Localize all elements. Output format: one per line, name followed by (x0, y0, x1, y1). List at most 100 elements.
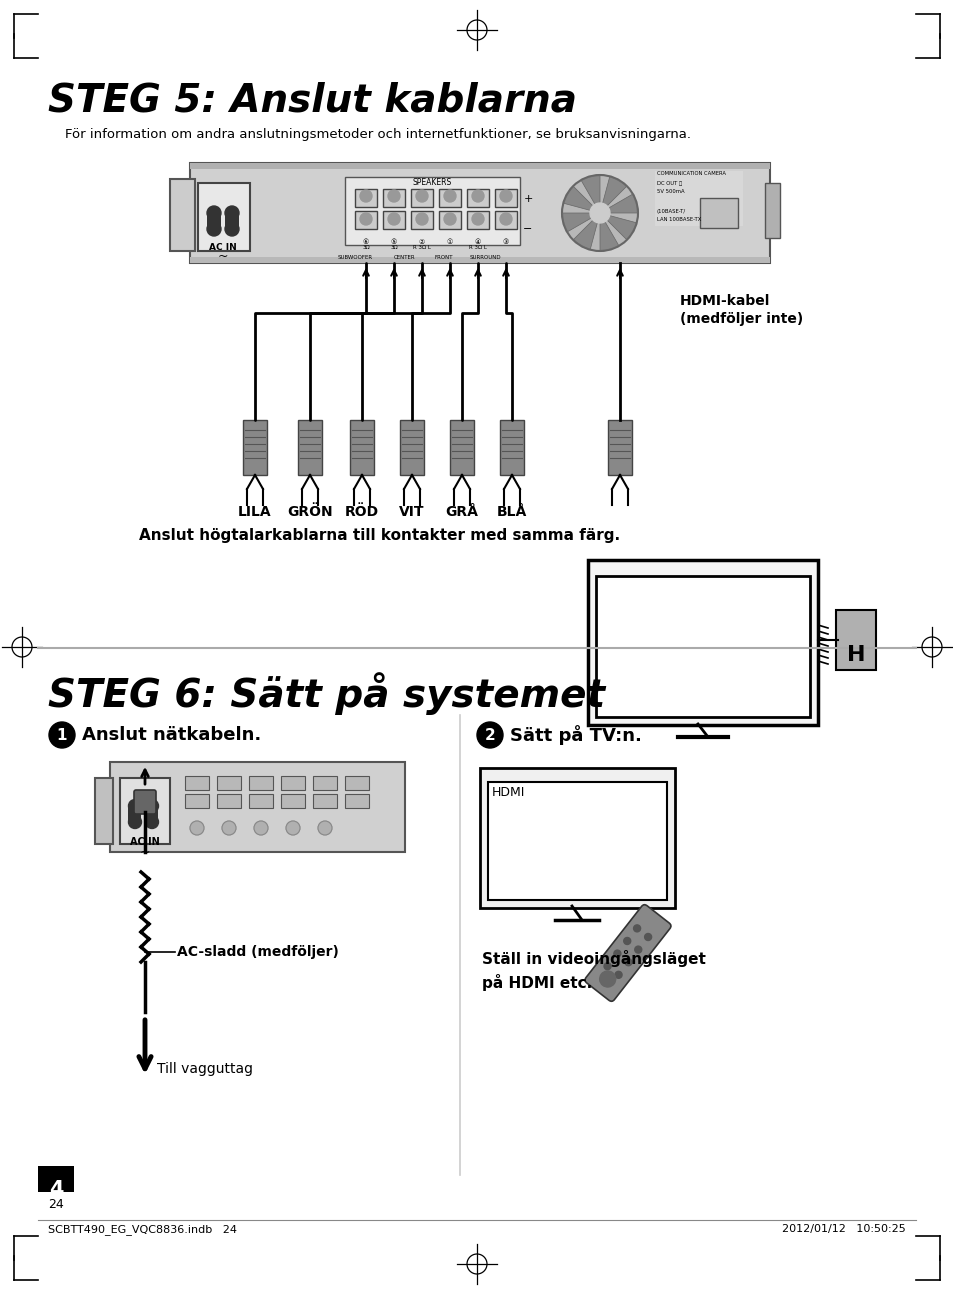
Text: AC IN: AC IN (130, 837, 160, 848)
Bar (95, 778, 112, 844)
Circle shape (207, 206, 221, 220)
Circle shape (225, 206, 239, 220)
Circle shape (359, 214, 372, 225)
Bar (399, 421, 423, 475)
Text: SURROUND: SURROUND (469, 255, 500, 260)
Bar (467, 189, 489, 207)
Bar (243, 421, 267, 475)
Bar (281, 776, 305, 791)
Bar (499, 421, 523, 475)
Bar (120, 778, 170, 844)
Circle shape (644, 933, 651, 941)
Text: +: + (523, 194, 532, 204)
Bar (835, 609, 875, 670)
Text: DC OUT ⎓: DC OUT ⎓ (657, 181, 681, 186)
Bar (225, 214, 239, 229)
Bar (764, 182, 780, 238)
Text: 2: 2 (484, 727, 495, 743)
Bar (185, 776, 209, 791)
Polygon shape (580, 176, 599, 204)
Text: 24: 24 (48, 1198, 64, 1211)
Text: (10BASE-T/: (10BASE-T/ (657, 210, 685, 214)
Bar (596, 576, 809, 717)
Text: Anslut högtalarkablarna till kontakter med samma färg.: Anslut högtalarkablarna till kontakter m… (139, 528, 619, 543)
Polygon shape (563, 186, 593, 211)
Circle shape (49, 722, 75, 748)
Text: −: − (523, 224, 532, 234)
Bar (281, 795, 305, 807)
Text: AC IN: AC IN (209, 243, 236, 252)
Circle shape (286, 820, 299, 835)
Text: För information om andra anslutningsmetoder och internetfunktioner, se bruksanvi: För information om andra anslutningsmeto… (65, 128, 690, 141)
Bar (216, 795, 241, 807)
Text: VIT: VIT (399, 505, 424, 519)
Bar (382, 211, 405, 229)
Text: ⑤: ⑤ (391, 239, 396, 245)
Circle shape (624, 959, 631, 965)
Polygon shape (606, 216, 636, 239)
Circle shape (623, 937, 630, 945)
Text: 1: 1 (56, 727, 67, 743)
Circle shape (416, 190, 428, 202)
Circle shape (603, 963, 610, 969)
Bar (438, 189, 460, 207)
Text: RÖD: RÖD (345, 505, 378, 519)
Circle shape (615, 972, 621, 978)
Text: HDMI: HDMI (492, 785, 525, 798)
Text: AC-sladd (medföljer): AC-sladd (medföljer) (177, 945, 338, 959)
Circle shape (222, 820, 235, 835)
Circle shape (416, 214, 428, 225)
Text: 2012/01/12   10:50:25: 2012/01/12 10:50:25 (781, 1224, 905, 1234)
Text: H: H (846, 644, 864, 665)
Bar (655, 171, 742, 226)
Bar (345, 795, 369, 807)
Bar (190, 163, 769, 170)
Text: 3Ω: 3Ω (362, 245, 370, 250)
Bar (249, 776, 273, 791)
Bar (450, 421, 474, 475)
Bar (467, 211, 489, 229)
Text: ③: ③ (502, 239, 509, 245)
Text: SCBTT490_EG_VQC8836.indb   24: SCBTT490_EG_VQC8836.indb 24 (48, 1224, 236, 1234)
Text: BLÅ: BLÅ (497, 505, 527, 519)
Bar (185, 795, 209, 807)
Text: Anslut nätkabeln.: Anslut nätkabeln. (82, 726, 261, 744)
Bar (345, 177, 519, 245)
Circle shape (443, 190, 456, 202)
Bar (190, 258, 769, 263)
Bar (411, 189, 433, 207)
Text: R 3Ω L: R 3Ω L (413, 245, 431, 250)
Circle shape (476, 722, 502, 748)
Text: ④: ④ (475, 239, 480, 245)
Text: COMMUNICATION CAMERA: COMMUNICATION CAMERA (657, 171, 725, 176)
Text: ~: ~ (139, 846, 150, 859)
Circle shape (317, 820, 332, 835)
Circle shape (599, 970, 615, 987)
Text: STEG 5: Anslut kablarna: STEG 5: Anslut kablarna (48, 82, 577, 120)
Bar (495, 211, 517, 229)
Text: Till vagguttag: Till vagguttag (157, 1062, 253, 1077)
Text: ⑥: ⑥ (362, 239, 369, 245)
Bar (146, 806, 158, 822)
Text: STEG 6: Sätt på systemet: STEG 6: Sätt på systemet (48, 672, 604, 714)
Bar (345, 776, 369, 791)
Text: ①: ① (446, 239, 453, 245)
Bar (297, 421, 322, 475)
Bar (110, 762, 405, 851)
Polygon shape (599, 221, 618, 250)
Bar (350, 421, 374, 475)
Bar (313, 795, 336, 807)
Bar (170, 179, 194, 251)
Bar (38, 1166, 74, 1192)
FancyBboxPatch shape (584, 905, 670, 1002)
Bar (198, 182, 250, 251)
Bar (495, 189, 517, 207)
Bar (355, 189, 376, 207)
Text: FRONT: FRONT (435, 255, 453, 260)
Bar (313, 776, 336, 791)
Circle shape (589, 203, 609, 223)
Polygon shape (573, 220, 597, 248)
Circle shape (225, 223, 239, 236)
Bar (479, 769, 675, 908)
Bar (355, 211, 376, 229)
